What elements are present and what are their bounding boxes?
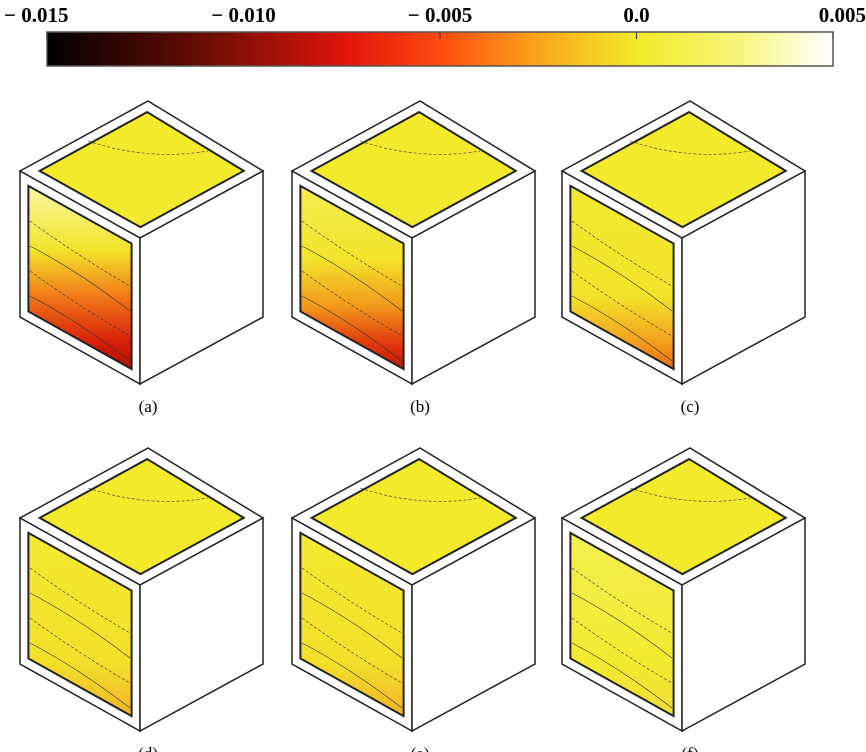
cube-face xyxy=(411,169,536,386)
cube-face xyxy=(139,169,264,386)
cube-face xyxy=(681,169,806,386)
contour xyxy=(301,295,403,362)
tick-label: 0.0 xyxy=(623,3,649,27)
tick-label: − 0.010 xyxy=(211,3,275,27)
top-panel xyxy=(309,457,518,576)
panels: (a) (b) (c) (d) (e) (f) xyxy=(18,100,807,752)
left-panel xyxy=(299,531,405,718)
contour xyxy=(301,617,403,684)
contour xyxy=(301,642,403,709)
contour xyxy=(571,592,673,659)
contour xyxy=(571,220,673,287)
contour xyxy=(571,245,673,312)
contour xyxy=(359,487,481,502)
contour xyxy=(571,617,673,684)
contour xyxy=(301,220,403,287)
tick-label: 0.005 xyxy=(819,3,866,27)
contour xyxy=(301,567,403,634)
contour xyxy=(29,295,131,362)
contour xyxy=(629,487,751,502)
top-panel xyxy=(37,457,246,576)
contour xyxy=(29,220,131,287)
contour xyxy=(359,140,481,155)
top-panel xyxy=(579,110,788,229)
contour xyxy=(301,270,403,337)
left-panel xyxy=(569,531,675,718)
top-panel xyxy=(37,110,246,229)
left-panel xyxy=(569,184,675,371)
contour xyxy=(301,592,403,659)
contour xyxy=(29,617,131,684)
top-panel xyxy=(309,110,518,229)
cube-face xyxy=(411,516,536,733)
left-panel xyxy=(299,184,405,371)
contour xyxy=(29,567,131,634)
contour xyxy=(29,270,131,337)
panel-label: (c) xyxy=(681,397,700,416)
cube-face xyxy=(139,516,264,733)
contour xyxy=(87,140,209,155)
contour xyxy=(571,567,673,634)
contour xyxy=(571,270,673,337)
contour xyxy=(29,245,131,312)
left-panel xyxy=(27,531,133,718)
left-panel xyxy=(27,184,133,371)
tick-label: − 0.005 xyxy=(408,3,472,27)
cube-face xyxy=(681,516,806,733)
panel-label: (f) xyxy=(682,744,699,752)
contour xyxy=(87,487,209,502)
contour xyxy=(29,592,131,659)
panel-label: (e) xyxy=(411,744,430,752)
panel-label: (b) xyxy=(410,397,430,416)
contour xyxy=(29,642,131,709)
top-panel xyxy=(579,457,788,576)
contour xyxy=(301,245,403,312)
panel-label: (a) xyxy=(139,397,158,416)
tick-label: − 0.015 xyxy=(4,3,68,27)
contour xyxy=(571,295,673,362)
contour xyxy=(571,642,673,709)
contour xyxy=(629,140,751,155)
panel-label: (d) xyxy=(138,744,158,752)
